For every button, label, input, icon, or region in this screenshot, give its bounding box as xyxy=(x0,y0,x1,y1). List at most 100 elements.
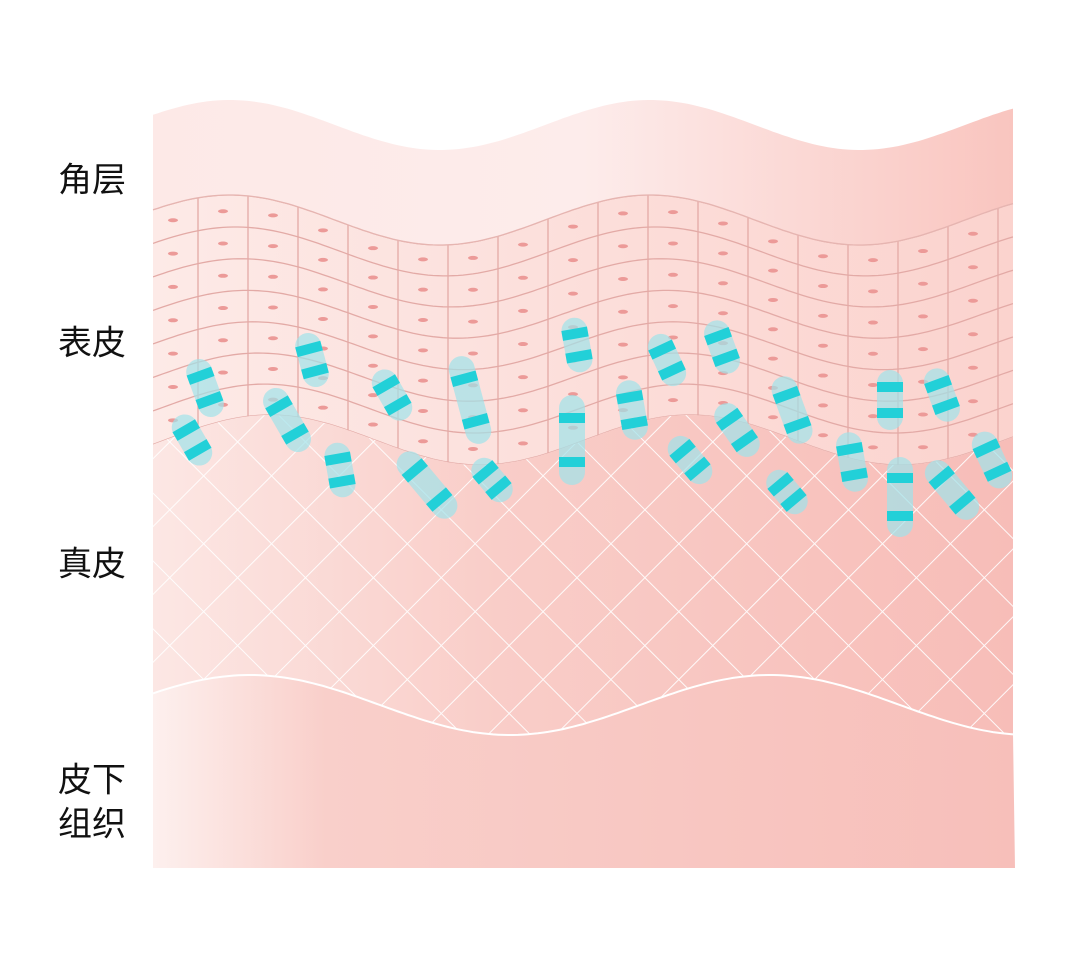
capsule-band xyxy=(401,458,428,483)
capsule-band xyxy=(324,451,352,466)
cell-line xyxy=(153,289,1013,339)
nucleus xyxy=(218,273,228,278)
nucleus xyxy=(868,289,878,294)
cell-line xyxy=(153,226,1013,277)
capsule xyxy=(887,457,913,537)
nucleus xyxy=(768,327,778,332)
capsule-band xyxy=(172,419,201,441)
nucleus xyxy=(518,242,528,247)
nucleus xyxy=(968,399,978,404)
capsule xyxy=(448,356,492,444)
capsule-band xyxy=(767,472,794,497)
capsule-band xyxy=(648,339,677,360)
capsule-band xyxy=(195,391,224,410)
nucleus xyxy=(168,251,178,256)
nucleus xyxy=(168,284,178,289)
capsule-band xyxy=(836,442,864,457)
nucleus xyxy=(518,342,528,347)
nucleus xyxy=(968,265,978,270)
nucleus xyxy=(468,287,478,292)
capsule xyxy=(766,469,808,515)
nucleus xyxy=(268,244,278,249)
capsule-band xyxy=(183,439,212,461)
nucleus xyxy=(918,281,928,286)
capsule-band xyxy=(426,487,453,512)
nucleus xyxy=(768,356,778,361)
nucleus xyxy=(368,334,378,339)
capsule-band xyxy=(780,487,807,512)
nucleus xyxy=(368,422,378,427)
capsule-body xyxy=(877,370,903,430)
nucleus xyxy=(818,433,828,438)
nucleus xyxy=(268,213,278,218)
nucleus xyxy=(468,446,478,451)
capsule-band xyxy=(620,415,648,430)
nucleus xyxy=(268,305,278,310)
nucleus xyxy=(668,398,678,403)
dermis-edge xyxy=(152,674,1014,736)
nucleus xyxy=(468,319,478,324)
nucleus xyxy=(618,375,628,380)
label-epidermis: 表皮 xyxy=(58,324,126,364)
nucleus xyxy=(718,221,728,226)
capsule xyxy=(714,403,760,457)
capsule xyxy=(295,332,329,388)
capsule xyxy=(704,320,740,374)
capsule-body xyxy=(471,457,513,503)
nucleus xyxy=(218,241,228,246)
nucleus xyxy=(518,408,528,413)
capsule-band xyxy=(472,460,499,485)
nucleus xyxy=(318,287,328,292)
nucleus xyxy=(968,298,978,303)
nucleus xyxy=(418,439,428,444)
capsule-band xyxy=(561,326,589,341)
nucleus xyxy=(818,403,828,408)
capsule xyxy=(616,380,648,440)
nucleus xyxy=(818,284,828,289)
capsule xyxy=(647,333,687,387)
nucleus xyxy=(218,306,228,311)
capsule-band xyxy=(372,374,401,396)
nucleus xyxy=(318,228,328,233)
nucleus xyxy=(868,445,878,450)
nucleus xyxy=(618,309,628,314)
nucleus xyxy=(818,373,828,378)
nucleus xyxy=(668,272,678,277)
nucleus xyxy=(168,351,178,356)
capsule-band xyxy=(972,438,1001,459)
capsule-band xyxy=(783,415,812,435)
nucleus xyxy=(918,314,928,319)
capsule-band xyxy=(887,473,913,483)
capsule xyxy=(471,457,513,503)
nucleus xyxy=(968,231,978,236)
nucleus xyxy=(718,311,728,316)
capsule-body xyxy=(766,469,808,515)
capsule-band xyxy=(559,457,585,467)
nucleus xyxy=(168,384,178,389)
capsule-band xyxy=(669,439,696,464)
nucleus xyxy=(618,342,628,347)
capsule-band xyxy=(450,370,479,387)
capsule-band xyxy=(840,467,868,482)
capsule xyxy=(924,460,980,520)
nucleus xyxy=(718,281,728,286)
nucleus xyxy=(518,308,528,313)
capsule-band xyxy=(383,394,412,416)
cell-line xyxy=(153,258,1013,308)
nucleus xyxy=(768,297,778,302)
nucleus xyxy=(268,336,278,341)
capsule xyxy=(561,317,593,373)
nucleus xyxy=(618,244,628,249)
capsule-band xyxy=(461,413,490,430)
nucleus xyxy=(368,246,378,251)
capsule-band xyxy=(328,474,356,489)
capsule-band xyxy=(704,327,732,346)
layers xyxy=(152,100,1015,868)
label-corneum: 角层 xyxy=(58,161,126,201)
corneum-edge xyxy=(152,194,1014,246)
nucleus xyxy=(368,363,378,368)
nucleus xyxy=(868,320,878,325)
capsule xyxy=(263,387,311,453)
nucleus xyxy=(518,275,528,280)
